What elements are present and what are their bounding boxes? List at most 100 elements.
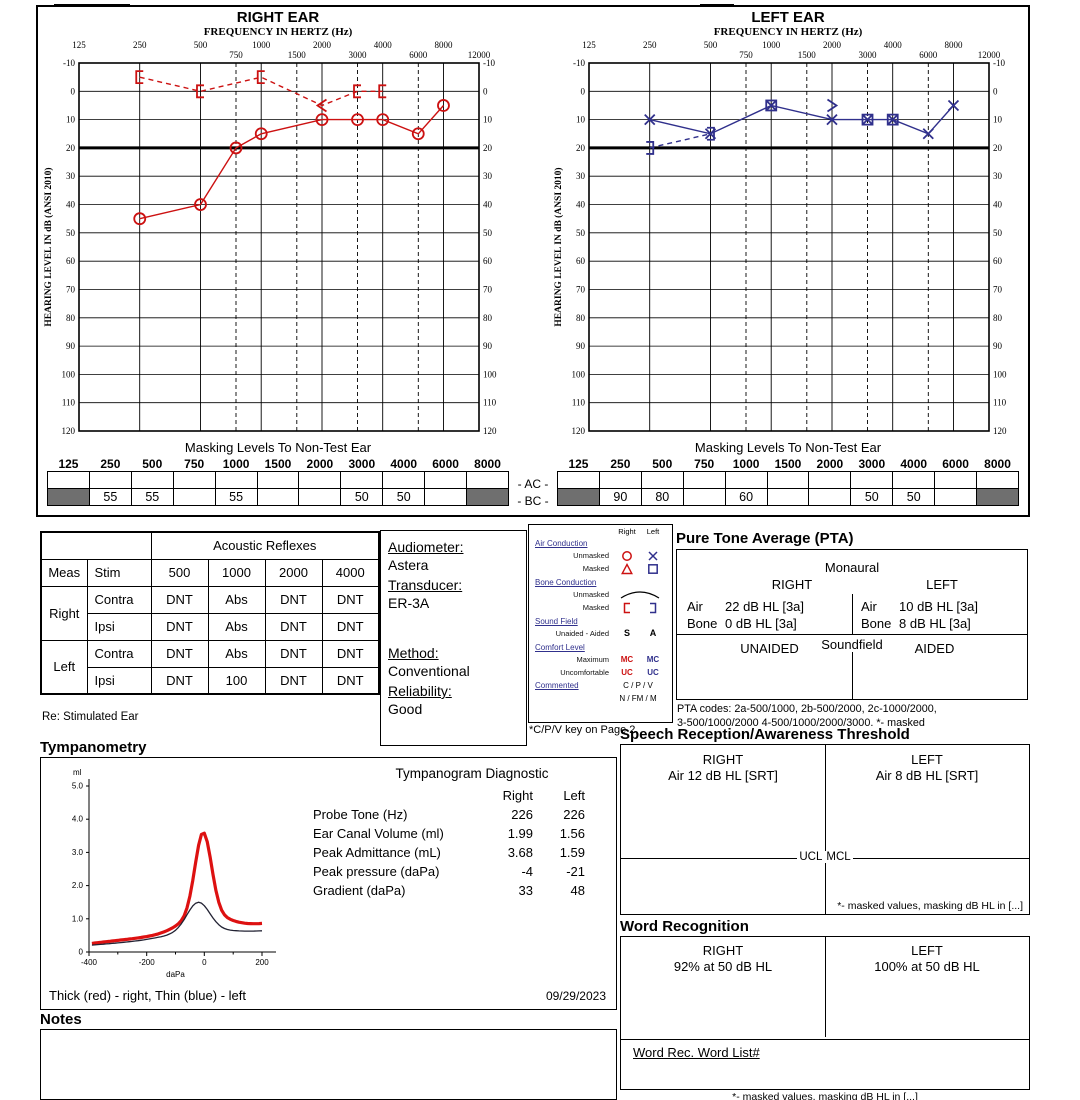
word-recognition-title: Word Recognition [620,918,749,935]
pta-monaural-label: Monaural [824,560,880,575]
svg-text:250: 250 [133,40,147,50]
word-footnote: *- masked values, masking dB HL in [...] [732,1091,918,1100]
right-ear-panel: RIGHT EAR FREQUENCY IN HERTZ (Hz) 125 250… [43,9,513,513]
pta-left-bone-label: Bone [861,616,892,631]
svg-text:100: 100 [483,369,497,379]
speech-panel: RIGHT LEFT Air 12 dB HL [SRT] Air 8 dB H… [620,744,1030,915]
svg-text:120: 120 [483,426,497,436]
pta-left-air-label: Air [861,599,877,614]
svg-text:0: 0 [79,948,84,957]
svg-text:2000: 2000 [823,40,842,50]
svg-text:20: 20 [993,143,1003,153]
svg-text:125: 125 [582,40,596,50]
word-right-header: RIGHT [702,943,744,958]
svg-text:3.0: 3.0 [72,848,84,857]
pta-right-bone-value: 0 dB HL [3a] [725,616,797,631]
svg-text:40: 40 [483,200,493,210]
pta-center-divider-top [852,594,853,634]
svg-text:80: 80 [483,313,493,323]
pta-left-header: LEFT [926,577,958,592]
svg-text:0: 0 [202,958,207,967]
svg-text:60: 60 [576,256,586,266]
tympanogram-diagnostic-title: Tympanogram Diagnostic [395,766,549,781]
pta-title: Pure Tone Average (PTA) [676,530,854,547]
svg-text:-200: -200 [139,958,156,967]
svg-text:80: 80 [993,313,1003,323]
svg-text:1000: 1000 [762,40,781,50]
left-masking-table: 125 250 500 750 1000 1500 2000 3000 4000 6000 8000… [557,456,1019,506]
svg-text:40: 40 [993,200,1003,210]
svg-text:50: 50 [576,228,586,238]
reflex-footnote: Re: Stimulated Ear [42,711,139,723]
svg-text:50: 50 [483,228,493,238]
svg-text:0: 0 [483,86,488,96]
cutoff-text-fragment [700,0,734,5]
notes-title: Notes [40,1011,82,1028]
method-label: Method: [388,645,439,661]
svg-text:110: 110 [572,398,586,408]
svg-text:750: 750 [739,50,753,60]
svg-text:90: 90 [66,341,76,351]
pta-aided-label: AIDED [914,641,955,656]
svg-text:500: 500 [194,40,208,50]
svg-text:40: 40 [576,200,586,210]
svg-text:8000: 8000 [945,40,964,50]
svg-text:80: 80 [66,313,76,323]
pta-center-divider-bottom [852,652,853,699]
reliability-label: Reliability: [388,683,452,699]
pta-codes-line2: 3-500/1000/2000 4-500/1000/2000/3000. *-… [677,717,925,730]
svg-text:1.0: 1.0 [72,914,84,923]
svg-text:2.0: 2.0 [72,881,84,890]
word-left-value: 100% at 50 dB HL [874,959,980,974]
svg-text:ml: ml [73,768,82,777]
svg-text:125: 125 [72,40,86,50]
svg-text:2000: 2000 [313,40,332,50]
tympanogram-chart: 0 1.0 2.0 3.0 4.0 5.0 -400 -200 0 200 ml daPa [72,768,276,978]
word-list-label: Word Rec. Word List# [633,1045,760,1060]
svg-text:100: 100 [572,369,586,379]
svg-text:30: 30 [993,171,1003,181]
svg-text:8000: 8000 [435,40,454,50]
symbol-legend: Right Left Air Conduction Unmasked Masked Bon… [528,524,673,723]
pta-codes-line1: PTA codes: 2a-500/1000, 2b-500/2000, 2c-… [677,703,937,715]
svg-text:750: 750 [229,50,243,60]
speech-right-header: RIGHT [702,752,744,767]
transducer-value: ER-3A [388,595,430,611]
pta-right-header: RIGHT [771,577,813,592]
ac-bc-row-labels: - AC - - BC - [513,9,553,513]
pta-right-air-value: 22 dB HL [3a] [725,599,805,614]
right-masking-title: Masking Levels To Non-Test Ear [184,440,372,455]
svg-text:6000: 6000 [409,50,428,60]
word-recognition-panel: RIGHT LEFT 92% at 50 dB HL 100% at 50 dB… [620,936,1030,1090]
svg-text:-10: -10 [483,58,495,68]
svg-text:1500: 1500 [288,50,307,60]
svg-text:100: 100 [62,369,76,379]
svg-text:500: 500 [704,40,718,50]
svg-text:0: 0 [71,86,76,96]
tympanogram-caption: Thick (red) - right, Thin (blue) - left [49,988,246,1003]
pta-unaided-label: UNAIDED [740,641,799,656]
svg-text:1500: 1500 [798,50,817,60]
pta-panel: Monaural RIGHT LEFT Air 22 dB HL [3a] Bo… [676,549,1028,700]
pta-left-air-value: 10 dB HL [3a] [899,599,979,614]
svg-text:5.0: 5.0 [72,782,84,791]
svg-text:100: 100 [993,369,1007,379]
svg-text:120: 120 [993,426,1007,436]
ucl-label: UCL [797,851,825,863]
word-center-divider [825,937,826,1037]
word-divider-line [621,1039,1029,1040]
word-right-value: 92% at 50 dB HL [673,959,773,974]
transducer-label: Transducer: [388,577,463,593]
svg-text:4.0: 4.0 [72,815,84,824]
reliability-value: Good [388,701,423,717]
pta-left-bone-value: 8 dB HL [3a] [899,616,971,631]
mcl-label: MCL [824,851,853,863]
svg-text:HEARING LEVEL IN dB (ANSI 2010: HEARING LEVEL IN dB (ANSI 2010) [43,167,54,326]
svg-text:110: 110 [483,398,497,408]
pta-soundfield-label: Soundfield [821,637,883,652]
ac-row-label: - AC - [517,477,549,491]
svg-text:60: 60 [66,256,76,266]
svg-text:10: 10 [576,115,586,125]
svg-text:20: 20 [483,143,493,153]
